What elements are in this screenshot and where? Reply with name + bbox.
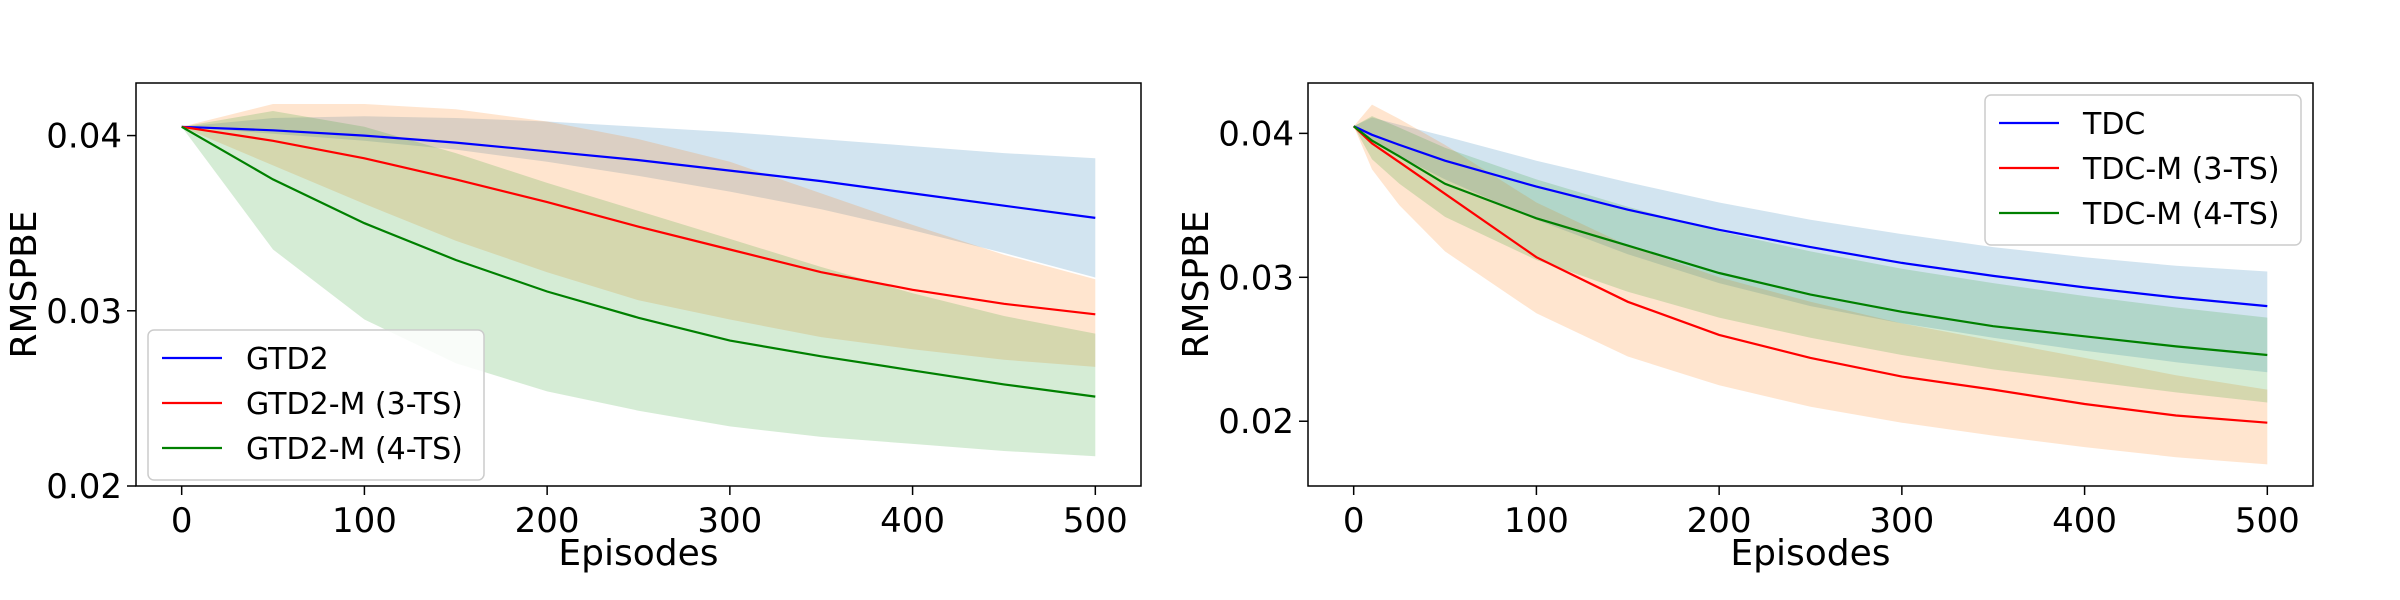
x-tick-label: 200: [1687, 501, 1752, 541]
legend-label: TDC-M (4-TS): [2082, 197, 2280, 232]
x-tick-label: 100: [332, 501, 397, 541]
x-tick-label: 400: [2052, 501, 2117, 541]
x-tick-label: 100: [1504, 501, 1569, 541]
x-tick-label: 500: [2235, 501, 2300, 541]
x-tick-label: 0: [1343, 501, 1365, 541]
legend: GTD2 GTD2-M (3-TS) GTD2-M (4-TS): [147, 329, 485, 481]
line-tdc: [1353, 125, 2268, 308]
y-axis-label: RMSPBE: [1176, 210, 1217, 358]
band-gtd2-m-4-ts-: [181, 111, 1096, 457]
line-gtd2-m-3-ts-: [181, 125, 1096, 316]
x-axis-label: Episodes: [1730, 533, 1890, 574]
x-tick-label: 400: [880, 501, 945, 541]
x-axis-label: Episodes: [558, 533, 718, 574]
band-tdc: [1353, 117, 2268, 373]
y-tick-label: 0.03: [1218, 258, 1294, 298]
line-tdc-m-4-ts-: [1353, 125, 2268, 357]
y-axis-label: RMSPBE: [4, 210, 45, 358]
legend-box: [1984, 94, 2302, 246]
y-tick-label: 0.04: [46, 117, 122, 157]
x-tick-label: 300: [697, 501, 762, 541]
legend-label: GTD2-M (3-TS): [246, 387, 463, 422]
y-tick-label: 0.03: [46, 292, 122, 332]
band-tdc-m-3-ts-: [1353, 104, 2268, 465]
legend-label: GTD2: [246, 342, 329, 377]
chart-panel-1: 0 100 200 300 400 500 0.02 0.03 0.04 Episodes RMSP…: [4, 82, 1142, 574]
y-tick-label: 0.02: [1218, 402, 1294, 442]
y-tick-label: 0.02: [46, 467, 122, 507]
line-gtd2: [181, 125, 1096, 219]
x-tick-label: 300: [1869, 501, 1934, 541]
legend-label: TDC-M (3-TS): [2082, 152, 2280, 187]
plot-area: [181, 104, 1096, 457]
legend-label: TDC: [2082, 107, 2145, 142]
y-tick-label: 0.04: [1218, 114, 1294, 154]
band-gtd2: [181, 116, 1096, 278]
axes-frame: [135, 82, 1142, 487]
legend-box: [147, 329, 485, 481]
x-tick-label: 0: [171, 501, 193, 541]
line-gtd2-m-4-ts-: [181, 125, 1096, 398]
axes-frame: [1307, 82, 2314, 487]
legend: TDC TDC-M (3-TS) TDC-M (4-TS): [1984, 94, 2302, 246]
x-tick-label: 500: [1063, 501, 1128, 541]
chart-panel-2: 0 100 200 300 400 500 0.02 0.03 0.04 Episodes RMSP…: [1176, 82, 2314, 574]
line-tdc-m-3-ts-: [1352, 125, 2268, 424]
x-tick-label: 200: [515, 501, 580, 541]
legend-label: GTD2-M (4-TS): [246, 432, 463, 467]
plot-area: [1352, 104, 2268, 465]
